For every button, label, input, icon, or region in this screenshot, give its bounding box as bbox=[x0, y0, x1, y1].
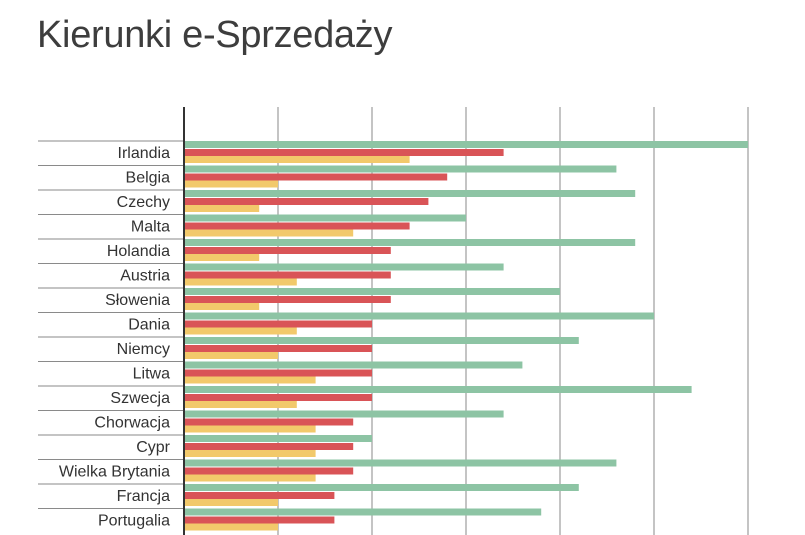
category-label: Holandia bbox=[107, 243, 170, 260]
category-label: Irlandia bbox=[118, 145, 171, 162]
bar-green-malta bbox=[184, 214, 466, 222]
bar-red-słowenia bbox=[184, 296, 391, 303]
bar-green-francja bbox=[184, 484, 579, 491]
bar-red-szwecja bbox=[184, 394, 372, 401]
category-label: Austria bbox=[120, 268, 170, 285]
bar-yellow-irlandia bbox=[184, 156, 410, 163]
bar-green-słowenia bbox=[184, 288, 560, 295]
bar-green-portugalia bbox=[184, 508, 542, 516]
bar-yellow-czechy bbox=[184, 205, 260, 212]
category-label: Malta bbox=[131, 219, 170, 236]
bar-yellow-wielka-brytania bbox=[184, 474, 316, 482]
category-separators bbox=[38, 140, 184, 509]
bar-red-malta bbox=[184, 222, 410, 230]
bar-yellow-portugalia bbox=[184, 523, 278, 531]
bar-red-holandia bbox=[184, 247, 391, 254]
category-label: Chorwacja bbox=[94, 415, 170, 432]
bar-red-francja bbox=[184, 492, 335, 499]
bar-green-szwecja bbox=[184, 386, 692, 393]
category-label: Portugalia bbox=[98, 513, 170, 530]
category-label: Czechy bbox=[117, 194, 170, 211]
bar-yellow-francja bbox=[184, 499, 278, 506]
bar-green-wielka-brytania bbox=[184, 459, 617, 467]
category-label: Francja bbox=[117, 488, 170, 505]
bar-green-niemcy bbox=[184, 337, 579, 344]
bar-green-litwa bbox=[184, 361, 523, 369]
category-label: Szwecja bbox=[110, 390, 170, 407]
bar-yellow-niemcy bbox=[184, 352, 278, 359]
bar-red-czechy bbox=[184, 198, 429, 205]
bar-red-niemcy bbox=[184, 345, 372, 352]
bar-red-chorwacja bbox=[184, 418, 354, 426]
bar-red-dania bbox=[184, 320, 372, 328]
category-label: Słowenia bbox=[105, 292, 170, 309]
bar-green-czechy bbox=[184, 190, 636, 197]
bar-yellow-dania bbox=[184, 327, 297, 335]
bar-yellow-malta bbox=[184, 229, 354, 237]
bar-red-irlandia bbox=[184, 149, 504, 156]
bar-yellow-cypr bbox=[184, 450, 316, 457]
bar-green-holandia bbox=[184, 239, 636, 246]
bar-red-cypr bbox=[184, 443, 354, 450]
bar-yellow-holandia bbox=[184, 254, 260, 261]
category-labels: Irlandia Belgia Czechy Malta Holandia Austria… bbox=[59, 145, 171, 530]
page-title: Kierunki e-Sprzedaży bbox=[37, 14, 393, 56]
bar-red-wielka-brytania bbox=[184, 467, 354, 475]
bar-red-litwa bbox=[184, 369, 372, 377]
category-label: Dania bbox=[128, 317, 170, 334]
bar-yellow-litwa bbox=[184, 376, 316, 384]
category-label: Cypr bbox=[136, 439, 170, 456]
bar-green-cypr bbox=[184, 435, 372, 442]
bar-red-belgia bbox=[184, 173, 448, 181]
category-label: Wielka Brytania bbox=[59, 464, 170, 481]
bar-yellow-szwecja bbox=[184, 401, 297, 408]
category-label: Belgia bbox=[126, 170, 171, 187]
bar-green-irlandia bbox=[184, 141, 748, 148]
bar-yellow-belgia bbox=[184, 180, 278, 188]
bar-yellow-słowenia bbox=[184, 303, 260, 310]
bar-red-austria bbox=[184, 271, 391, 279]
bars bbox=[184, 141, 748, 531]
bar-green-chorwacja bbox=[184, 410, 504, 418]
bar-red-portugalia bbox=[184, 516, 335, 524]
bar-yellow-austria bbox=[184, 278, 297, 286]
bar-green-belgia bbox=[184, 165, 617, 173]
category-label: Niemcy bbox=[117, 341, 170, 358]
category-label: Litwa bbox=[133, 366, 170, 383]
bar-yellow-chorwacja bbox=[184, 425, 316, 433]
bar-green-austria bbox=[184, 263, 504, 271]
bar-green-dania bbox=[184, 312, 654, 320]
